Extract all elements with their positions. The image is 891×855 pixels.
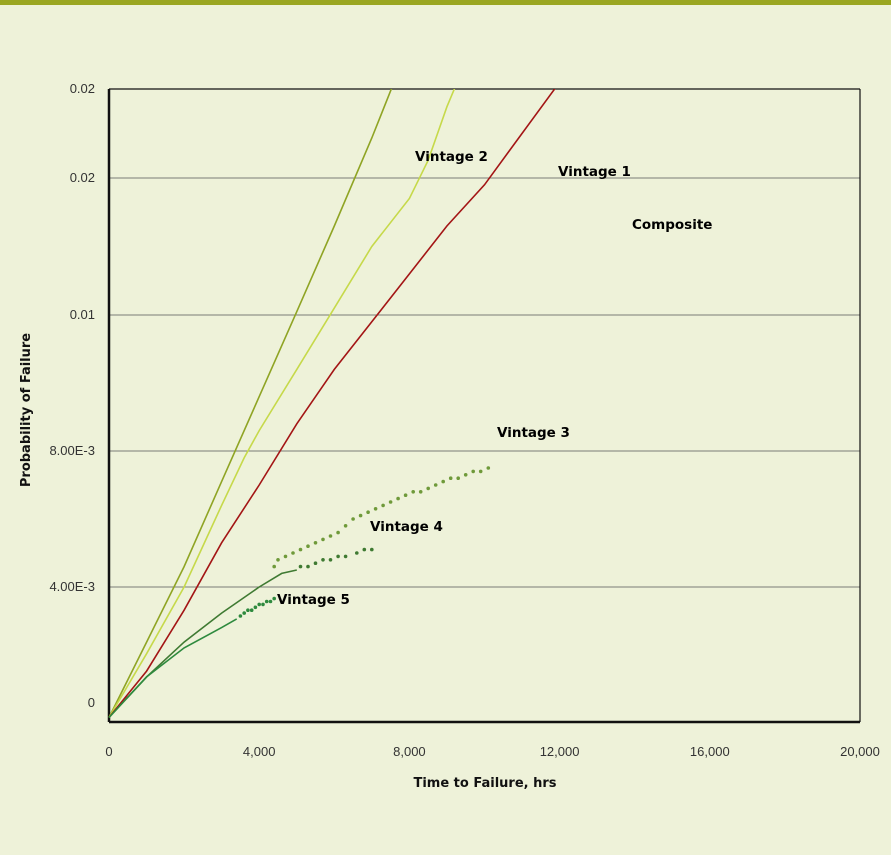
data-point-vintage-3 [478,469,483,474]
data-point-vintage-3 [366,510,370,514]
data-point-vintage-4 [343,554,348,559]
x-tick-label: 8,000 [393,744,426,759]
series-label-vintage-3: Vintage 3 [497,425,570,441]
data-point-vintage-5 [242,611,246,615]
data-point-composite [644,36,648,40]
series-line-vintage-4 [108,569,297,719]
y-tick-labels: 0 4.00E-3 8.00E-3 0.01 0.02 0.02 [49,81,95,710]
data-point-vintage-3 [336,530,340,535]
data-point-vintage-3 [411,490,416,494]
x-tick-label: 4,000 [243,744,276,759]
data-point-composite [622,46,626,50]
data-point-vintage-4 [370,547,374,552]
axes [107,88,861,724]
y-tick-label: 0.02 [70,81,95,96]
data-point-vintage-3 [381,503,385,508]
series-line-composite [108,89,556,719]
data-point-vintage-3 [373,507,378,511]
data-point-vintage-5 [264,599,269,604]
data-point-vintage-4 [321,558,325,562]
y-tick-label: 0.02 [70,170,95,185]
data-point-vintage-3 [463,473,468,477]
series-vintage-3 [272,466,491,569]
data-point-vintage-3 [291,551,295,555]
data-point-vintage-3 [486,466,491,470]
data-point-vintage-3 [328,534,333,538]
y-tick-label: 4.00E-3 [49,579,95,594]
series-composite [108,12,720,719]
series [108,12,720,719]
data-point-composite [682,12,686,16]
data-point-vintage-3 [396,496,400,501]
data-point-composite [607,50,611,54]
series-vintage-4 [108,547,374,719]
data-point-vintage-5 [257,602,262,607]
data-point-vintage-5 [246,608,250,612]
data-point-vintage-3 [321,537,325,542]
data-point-vintage-4 [336,554,340,559]
top-accent-bar [0,0,891,5]
data-point-vintage-3 [343,524,348,528]
data-point-vintage-3 [358,513,363,518]
data-point-vintage-3 [456,476,461,481]
series-line-vintage-2 [108,89,393,718]
x-tick-label: 20,000 [840,744,880,759]
data-point-vintage-4 [328,558,333,562]
data-point-composite [652,29,656,33]
series-label-vintage-5: Vintage 5 [277,592,350,608]
series-vintage-1 [108,89,456,718]
x-tick-label: 0 [105,744,112,759]
data-point-vintage-3 [418,490,423,494]
data-point-vintage-5 [268,599,273,604]
y-tick-label: 8.00E-3 [49,443,95,458]
data-point-vintage-3 [351,517,355,521]
series-line-vintage-5 [108,618,238,719]
data-point-vintage-4 [313,561,318,565]
data-point-composite [614,50,618,54]
series-label-vintage-2: Vintage 2 [415,149,488,165]
data-point-vintage-4 [306,564,310,569]
y-tick-label: 0 [88,695,95,710]
data-point-vintage-3 [272,564,277,569]
data-point-vintage-3 [448,476,453,481]
x-tick-label: 12,000 [540,744,580,759]
y-axis-title: Probability of Failure [19,333,34,487]
data-point-composite [629,43,633,47]
data-point-vintage-5 [261,602,265,607]
series-label-vintage-4: Vintage 4 [370,519,443,535]
data-point-vintage-3 [403,493,408,498]
data-point-vintage-5 [253,605,258,610]
data-point-composite [599,53,603,57]
data-point-composite [716,12,720,16]
data-point-vintage-3 [471,469,476,474]
x-tick-label: 16,000 [690,744,730,759]
data-point-vintage-3 [276,558,280,562]
data-point-vintage-3 [388,500,393,504]
data-point-composite [659,19,663,23]
data-point-vintage-3 [426,486,431,491]
data-point-vintage-4 [362,547,367,552]
data-point-vintage-3 [283,554,288,559]
x-tick-labels: 0 4,000 8,000 12,000 16,000 20,000 [105,744,880,759]
data-point-vintage-5 [238,614,243,618]
data-point-composite [671,16,675,20]
data-point-vintage-3 [441,479,446,484]
x-axis-title: Time to Failure, hrs [413,776,556,791]
y-tick-label: 0.01 [70,307,95,322]
series-line-vintage-1 [108,89,456,718]
data-point-composite [637,40,641,44]
data-point-vintage-3 [433,483,438,487]
series-label-composite: Composite [632,217,712,233]
series-vintage-5 [108,596,277,719]
data-point-vintage-4 [298,564,303,569]
data-point-vintage-3 [313,541,318,545]
data-point-vintage-5 [272,596,277,601]
data-point-vintage-5 [249,608,254,612]
series-label-vintage-1: Vintage 1 [558,164,631,180]
data-point-vintage-3 [306,544,310,548]
series-vintage-2 [108,89,393,718]
data-point-vintage-3 [298,547,303,552]
data-point-vintage-4 [355,551,359,555]
